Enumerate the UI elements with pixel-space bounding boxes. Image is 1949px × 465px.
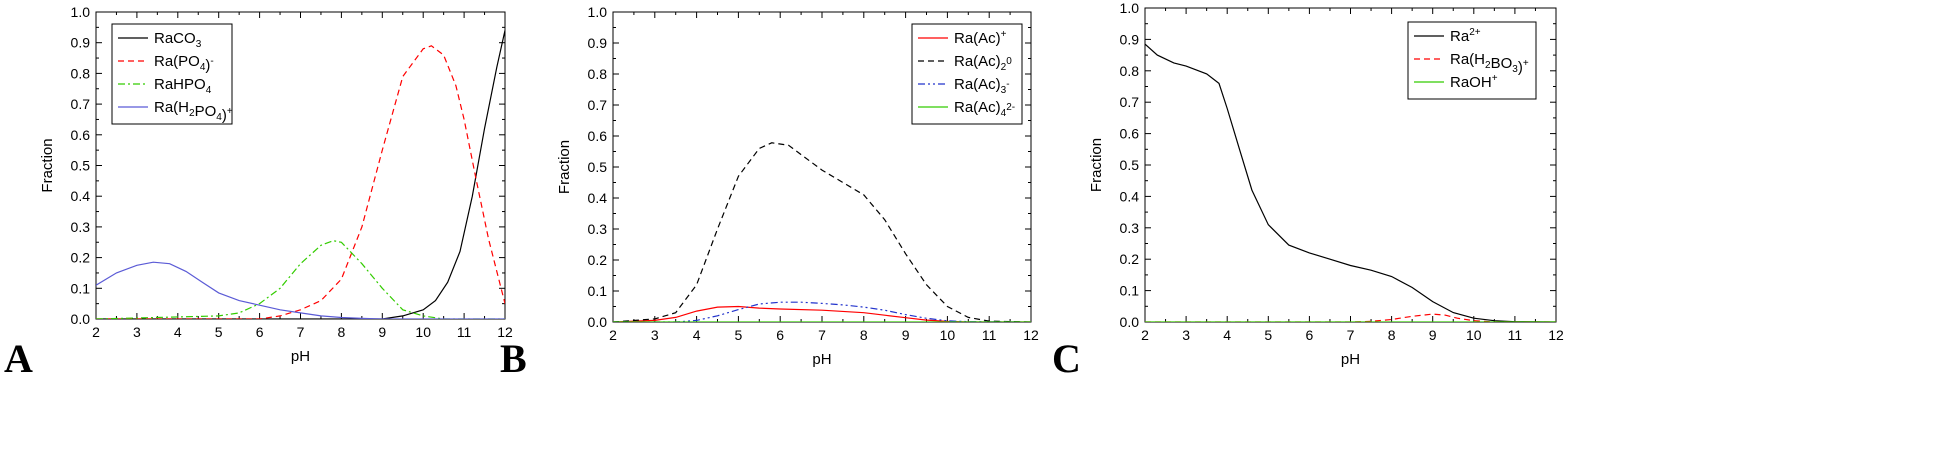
x-tick-label: 5 bbox=[1264, 327, 1272, 343]
x-tick-label: 4 bbox=[1223, 327, 1231, 343]
series-line-2 bbox=[96, 240, 505, 319]
x-tick-label: 9 bbox=[902, 327, 910, 343]
legend-label: Ra(Ac)3- bbox=[954, 76, 1010, 96]
y-tick-label: 0.7 bbox=[1120, 94, 1140, 110]
x-tick-label: 7 bbox=[297, 324, 305, 340]
y-tick-label: 0.4 bbox=[588, 190, 608, 206]
y-tick-label: 0.1 bbox=[588, 283, 608, 299]
y-axis-label: Fraction bbox=[1088, 138, 1105, 192]
x-tick-label: 5 bbox=[215, 324, 223, 340]
series-line-0 bbox=[96, 30, 505, 319]
x-tick-label: 7 bbox=[1347, 327, 1355, 343]
panel-letter-a: A bbox=[4, 336, 33, 381]
y-tick-label: 0.5 bbox=[71, 158, 91, 174]
y-tick-label: 0.3 bbox=[1120, 220, 1140, 236]
y-tick-label: 0.2 bbox=[71, 250, 91, 266]
x-tick-label: 8 bbox=[1388, 327, 1396, 343]
legend-label: RaHPO4 bbox=[154, 76, 212, 96]
chart-panel-a: 2 3 4 5 6 7 8 9 10 11 12 0.0 0.1 0.2 0.3 0.4 0.5 0.6 0.7 0.… bbox=[39, 4, 513, 365]
y-tick-label: 0.3 bbox=[588, 221, 608, 237]
x-tick-label: 12 bbox=[1548, 327, 1564, 343]
y-tick-label: 0.6 bbox=[588, 128, 608, 144]
y-tick-label: 0.4 bbox=[71, 188, 91, 204]
y-axis-label: Fraction bbox=[556, 140, 573, 194]
y-tick-label: 0.6 bbox=[1120, 126, 1140, 142]
series-line-0 bbox=[613, 305, 1031, 322]
y-tick-label: 0.1 bbox=[71, 280, 91, 296]
x-tick-label: 10 bbox=[415, 324, 431, 340]
chart-panel-c: 2 3 4 5 6 7 8 9 10 11 12 0.0 0.1 0.2 0.3 0.4 0.5 0.6 0.7 0.… bbox=[1088, 0, 1564, 368]
y-tick-label: 0.7 bbox=[71, 96, 91, 112]
panel-letter-c: C bbox=[1052, 336, 1081, 381]
series-line-3 bbox=[96, 261, 505, 319]
x-tick-label: 5 bbox=[735, 327, 743, 343]
legend-label: Ra(H2PO4)+ bbox=[154, 99, 233, 124]
x-tick-label: 2 bbox=[609, 327, 617, 343]
y-tick-label: 1.0 bbox=[1120, 0, 1140, 16]
legend-label: Ra2+ bbox=[1450, 27, 1481, 45]
x-tick-label: 3 bbox=[651, 327, 659, 343]
legend-label: RaOH+ bbox=[1450, 73, 1498, 91]
x-tick-label: 2 bbox=[92, 324, 100, 340]
x-tick-label: 10 bbox=[940, 327, 956, 343]
x-tick-label: 11 bbox=[457, 324, 472, 340]
legend-label: Ra(Ac)+ bbox=[954, 29, 1007, 47]
series-line-2 bbox=[613, 301, 1031, 322]
x-tick-label: 11 bbox=[982, 327, 997, 343]
y-tick-label: 0.9 bbox=[71, 35, 91, 51]
x-tick-label: 2 bbox=[1141, 327, 1149, 343]
y-tick-label: 0.5 bbox=[588, 159, 608, 175]
x-tick-label: 6 bbox=[1306, 327, 1314, 343]
panel-letter-b: B bbox=[500, 336, 527, 381]
legend-box bbox=[1407, 21, 1537, 100]
x-tick-label: 9 bbox=[378, 324, 386, 340]
y-tick-label: 0.3 bbox=[71, 219, 91, 235]
legend-label: RaCO3 bbox=[154, 30, 202, 50]
x-axis-label: pH bbox=[1341, 351, 1360, 368]
x-tick-label: 12 bbox=[497, 324, 513, 340]
y-tick-label: 0.2 bbox=[588, 252, 608, 268]
y-tick-label: 0.9 bbox=[588, 35, 608, 51]
legend-label: Ra(H2BO3)+ bbox=[1450, 51, 1529, 76]
x-axis-label: pH bbox=[291, 348, 310, 365]
series-line-0 bbox=[1145, 43, 1556, 322]
x-tick-label: 3 bbox=[1182, 327, 1190, 343]
x-tick-label: 7 bbox=[818, 327, 826, 343]
legend-label: Ra(Ac)20 bbox=[954, 53, 1012, 73]
x-tick-label: 8 bbox=[338, 324, 346, 340]
x-tick-label: 4 bbox=[174, 324, 182, 340]
series-line-1 bbox=[613, 142, 1031, 322]
y-tick-label: 0.5 bbox=[1120, 157, 1140, 173]
y-tick-label: 0.1 bbox=[1120, 283, 1140, 299]
x-tick-label: 6 bbox=[256, 324, 264, 340]
x-axis-label: pH bbox=[812, 351, 831, 368]
x-tick-label: 11 bbox=[1508, 327, 1523, 343]
x-tick-label: 6 bbox=[776, 327, 784, 343]
y-tick-label: 0.0 bbox=[71, 311, 91, 327]
legend-label: Ra(Ac)42- bbox=[954, 99, 1015, 119]
y-tick-label: 0.8 bbox=[588, 66, 608, 82]
legend-label: Ra(PO4)- bbox=[154, 53, 214, 74]
x-tick-label: 9 bbox=[1429, 327, 1437, 343]
y-tick-label: 0.9 bbox=[1120, 31, 1140, 47]
x-tick-label: 10 bbox=[1466, 327, 1482, 343]
y-axis-label: Fraction bbox=[39, 138, 56, 192]
x-tick-label: 12 bbox=[1023, 327, 1039, 343]
y-tick-label: 0.2 bbox=[1120, 251, 1140, 267]
y-tick-label: 1.0 bbox=[588, 4, 608, 20]
y-tick-label: 0.0 bbox=[588, 314, 608, 330]
x-tick-label: 3 bbox=[133, 324, 141, 340]
y-tick-label: 0.8 bbox=[71, 65, 91, 81]
y-tick-label: 0.8 bbox=[1120, 63, 1140, 79]
y-tick-label: 0.7 bbox=[588, 97, 608, 113]
y-tick-label: 0.6 bbox=[71, 127, 91, 143]
x-tick-label: 8 bbox=[860, 327, 868, 343]
y-tick-label: 0.4 bbox=[1120, 188, 1140, 204]
x-tick-label: 4 bbox=[693, 327, 701, 343]
chart-panel-b: 2 3 4 5 6 7 8 9 10 11 12 0.0 0.1 0.2 0.3 0.4 0.5 0.6 0.7 0.… bbox=[556, 4, 1039, 368]
y-tick-label: 1.0 bbox=[71, 4, 91, 20]
y-tick-label: 0.0 bbox=[1120, 314, 1140, 330]
